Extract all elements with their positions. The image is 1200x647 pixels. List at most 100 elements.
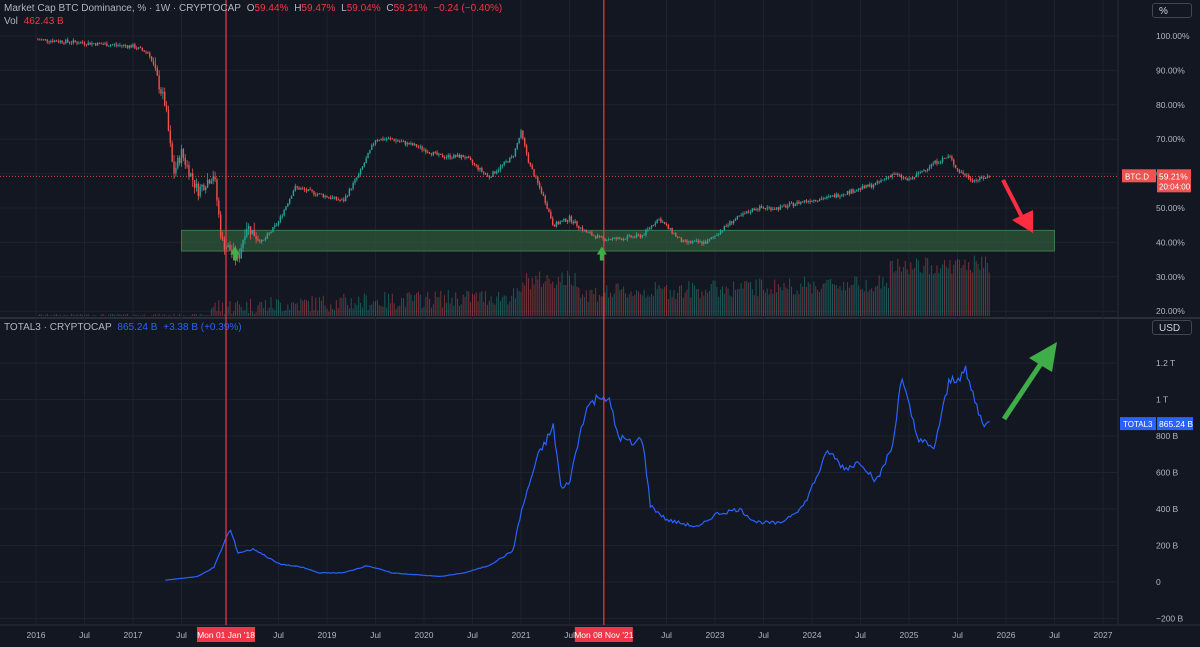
candle-body (729, 221, 731, 225)
candle-body (178, 157, 181, 164)
volume-bar (595, 287, 597, 316)
candle-body (872, 185, 875, 188)
volume-bar (901, 271, 903, 316)
candle-body (96, 42, 99, 46)
candle-body (430, 153, 433, 155)
close-value: C59.21% (386, 3, 428, 14)
volume-bar (470, 302, 472, 316)
volume-bar (693, 285, 695, 316)
candle-body (320, 193, 323, 195)
candle-body (619, 237, 621, 239)
x-tick-label: Jul (467, 630, 478, 640)
volume-bar (951, 273, 953, 316)
candle-body (50, 40, 52, 42)
volume-bar (785, 287, 787, 316)
candle-body (106, 43, 108, 47)
candle-body (499, 166, 502, 170)
candle-body (897, 173, 899, 175)
candle-body (78, 43, 80, 45)
candle-body (201, 185, 203, 187)
candle-body (783, 205, 785, 207)
candle-body (468, 156, 470, 159)
candle-body (555, 221, 558, 227)
candle-body (419, 146, 421, 148)
candle-body (53, 40, 56, 42)
volume-bar (878, 275, 880, 316)
volume-bar (624, 293, 626, 316)
candle-body (510, 156, 513, 158)
volume-bar (800, 283, 802, 316)
volume-bar (535, 275, 537, 316)
candle-body (650, 225, 653, 229)
candle-body (678, 236, 681, 238)
candle-body (509, 157, 511, 163)
volume-bar (111, 314, 113, 316)
volume-bar (319, 297, 321, 316)
candle-body (971, 180, 974, 182)
volume-bar (740, 283, 742, 316)
total3-line (165, 365, 990, 581)
upper-unit-button[interactable]: % (1152, 3, 1192, 18)
candle-body (885, 177, 888, 179)
volume-bar (600, 296, 602, 316)
volume-bar (250, 298, 252, 316)
candle-body (81, 42, 84, 44)
volume-bar (805, 287, 807, 316)
volume-bar (755, 279, 757, 316)
volume-bar (207, 315, 209, 316)
x-tick-label: Jul (273, 630, 284, 640)
candle-body (415, 144, 418, 147)
candle-body (503, 161, 505, 165)
volume-bar (65, 315, 67, 316)
candle-body (302, 188, 304, 190)
volume-bar (860, 289, 861, 316)
volume-bar (818, 292, 820, 316)
volume-bar (585, 290, 587, 316)
candle-body (152, 60, 155, 65)
volume-bar (852, 284, 854, 316)
volume-bar (455, 292, 457, 316)
candle-body (171, 143, 173, 162)
total3-value-badge (1157, 417, 1193, 431)
candle-body (400, 141, 403, 143)
volume-bar (930, 265, 932, 316)
candle-body (397, 140, 399, 142)
volume-bar (195, 314, 197, 316)
volume-bar (167, 315, 169, 316)
candle-body (74, 40, 76, 42)
volume-bar (481, 291, 483, 316)
candle-body (986, 176, 989, 179)
volume-bar (781, 290, 783, 316)
candle-body (266, 234, 269, 239)
volume-bar (772, 293, 774, 316)
candle-body (369, 149, 371, 154)
lower-unit-button[interactable]: USD (1152, 320, 1192, 335)
candle-body (445, 157, 448, 158)
volume-bar (602, 296, 604, 316)
candle-body (829, 195, 832, 197)
volume-bar (968, 261, 970, 316)
candle-body (930, 163, 933, 167)
candle-body (464, 157, 466, 159)
volume-bar (218, 300, 220, 316)
volume-bar (817, 290, 819, 316)
volume-bar (639, 293, 641, 316)
candle-body (399, 141, 401, 143)
volume-bar (330, 304, 332, 316)
candle-body (880, 180, 882, 183)
candle-body (533, 169, 535, 177)
candle-body (406, 142, 408, 145)
y-tick-label-lower: 1 T (1156, 395, 1168, 405)
candle-body (578, 225, 580, 229)
candle-body (887, 176, 890, 178)
candle-body (136, 48, 138, 50)
candle-body (912, 177, 914, 180)
x-tick-label: 2021 (512, 630, 531, 640)
candle-body (910, 178, 912, 180)
volume-bar (337, 308, 339, 316)
candle-body (649, 228, 651, 229)
volume-bar (947, 268, 949, 316)
candle-body (91, 43, 93, 45)
volume-bar (807, 281, 809, 316)
